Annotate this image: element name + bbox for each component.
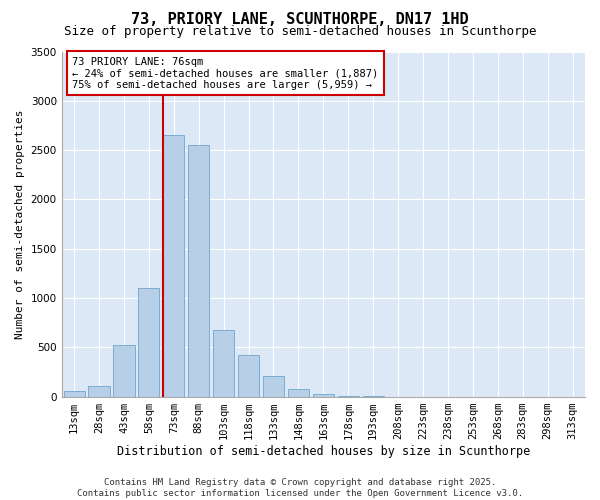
- Text: 73, PRIORY LANE, SCUNTHORPE, DN17 1HD: 73, PRIORY LANE, SCUNTHORPE, DN17 1HD: [131, 12, 469, 28]
- X-axis label: Distribution of semi-detached houses by size in Scunthorpe: Distribution of semi-detached houses by …: [117, 444, 530, 458]
- Bar: [263, 376, 284, 396]
- Bar: [188, 145, 209, 397]
- Bar: [288, 388, 309, 396]
- Text: 73 PRIORY LANE: 76sqm
← 24% of semi-detached houses are smaller (1,887)
75% of s: 73 PRIORY LANE: 76sqm ← 24% of semi-deta…: [72, 56, 379, 90]
- Bar: [138, 288, 160, 397]
- Text: Contains HM Land Registry data © Crown copyright and database right 2025.
Contai: Contains HM Land Registry data © Crown c…: [77, 478, 523, 498]
- Y-axis label: Number of semi-detached properties: Number of semi-detached properties: [15, 110, 25, 339]
- Bar: [238, 354, 259, 397]
- Bar: [213, 330, 234, 396]
- Bar: [113, 345, 134, 397]
- Bar: [313, 394, 334, 396]
- Bar: [163, 136, 184, 396]
- Text: Size of property relative to semi-detached houses in Scunthorpe: Size of property relative to semi-detach…: [64, 25, 536, 38]
- Bar: [88, 386, 110, 396]
- Bar: [64, 391, 85, 396]
